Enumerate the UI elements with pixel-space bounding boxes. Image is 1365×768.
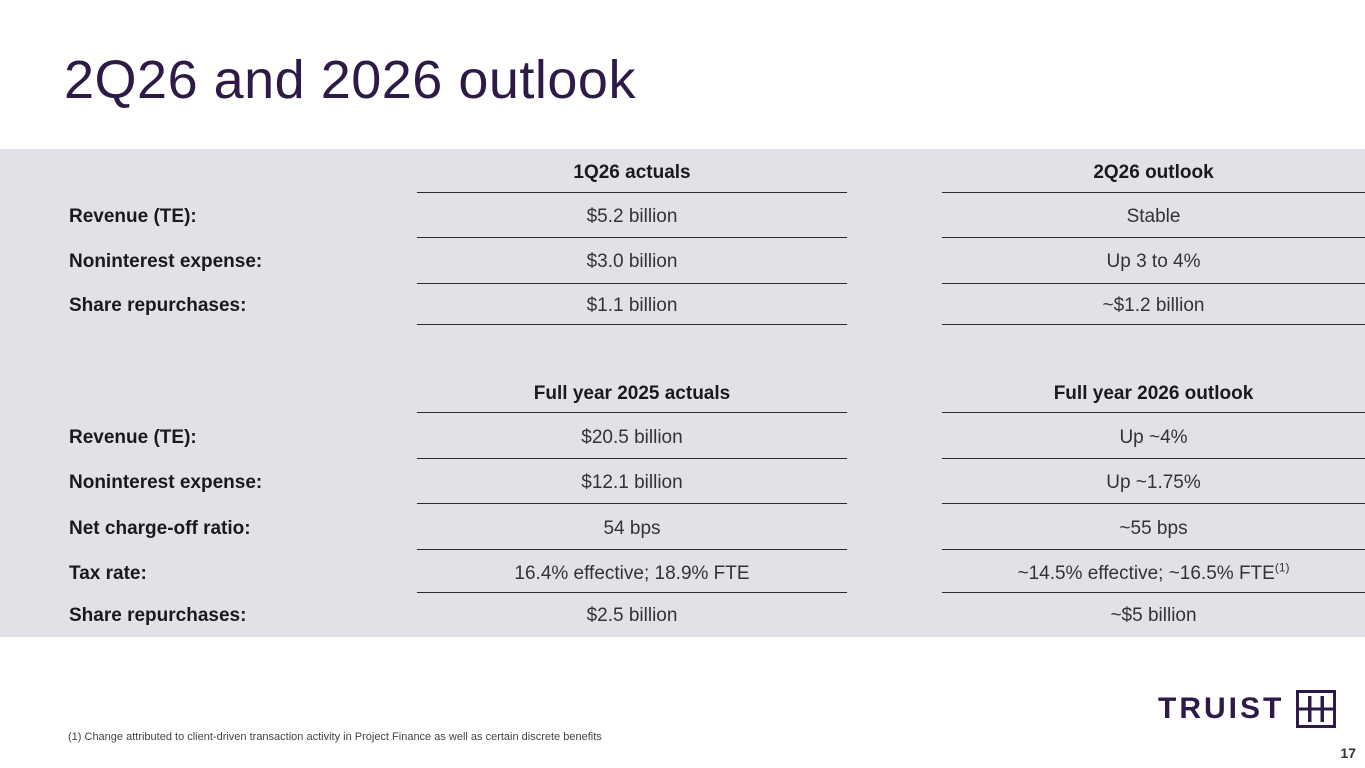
page-number: 17 [1340, 745, 1356, 761]
row-label: Noninterest expense: [69, 251, 263, 272]
quarterly-col1-header: 1Q26 actuals [573, 162, 691, 183]
outlook-value: Up ~4% [1119, 427, 1188, 448]
divider [942, 503, 1365, 504]
outlook-value: Stable [1126, 206, 1181, 227]
outlook-table-panel [0, 149, 1365, 637]
annual-col2-header: Full year 2026 outlook [1053, 383, 1254, 404]
actual-value: $1.1 billion [586, 295, 678, 316]
outlook-value-with-footnote: ~14.5% effective; ~16.5% FTE(1) [942, 560, 1365, 584]
divider [417, 503, 847, 504]
divider [417, 549, 847, 550]
truist-h-icon [1296, 690, 1337, 728]
footnote: (1) Change attributed to client-driven t… [68, 731, 602, 743]
divider [942, 324, 1365, 325]
divider [417, 192, 847, 193]
divider [942, 237, 1365, 238]
logo-wordmark: TRUIST [1158, 692, 1285, 725]
annual-col1-header: Full year 2025 actuals [533, 383, 731, 404]
outlook-value: ~$1.2 billion [1102, 295, 1205, 316]
row-label: Tax rate: [69, 563, 147, 584]
actual-value: 54 bps [603, 518, 661, 539]
row-label: Revenue (TE): [69, 427, 197, 448]
actual-value: $2.5 billion [586, 605, 678, 626]
outlook-value: Up 3 to 4% [1106, 251, 1201, 272]
row-label: Noninterest expense: [69, 472, 263, 493]
quarterly-col2-header: 2Q26 outlook [1093, 162, 1214, 183]
actual-value: 16.4% effective; 18.9% FTE [514, 563, 750, 584]
divider [942, 592, 1365, 593]
divider [417, 283, 847, 284]
divider [942, 458, 1365, 459]
actual-value: $20.5 billion [581, 427, 683, 448]
footnote-marker: (1) [1274, 560, 1290, 575]
outlook-value: ~55 bps [1119, 518, 1188, 539]
actual-value: $5.2 billion [586, 206, 678, 227]
divider [942, 192, 1365, 193]
row-label: Revenue (TE): [69, 206, 197, 227]
actual-value: $3.0 billion [586, 251, 678, 272]
divider [942, 549, 1365, 550]
outlook-value: ~14.5% effective; ~16.5% FTE [1017, 563, 1275, 584]
divider [942, 283, 1365, 284]
row-label: Net charge-off ratio: [69, 518, 251, 539]
row-label: Share repurchases: [69, 605, 247, 626]
row-label: Share repurchases: [69, 295, 247, 316]
divider [417, 458, 847, 459]
divider [942, 412, 1365, 413]
outlook-value: ~$5 billion [1110, 605, 1197, 626]
truist-logo: TRUIST [1158, 690, 1337, 728]
actual-value: $12.1 billion [581, 472, 683, 493]
divider [417, 412, 847, 413]
outlook-value: Up ~1.75% [1106, 472, 1201, 493]
page-title: 2Q26 and 2026 outlook [64, 50, 636, 110]
divider [417, 592, 847, 593]
divider [417, 324, 847, 325]
divider [417, 237, 847, 238]
